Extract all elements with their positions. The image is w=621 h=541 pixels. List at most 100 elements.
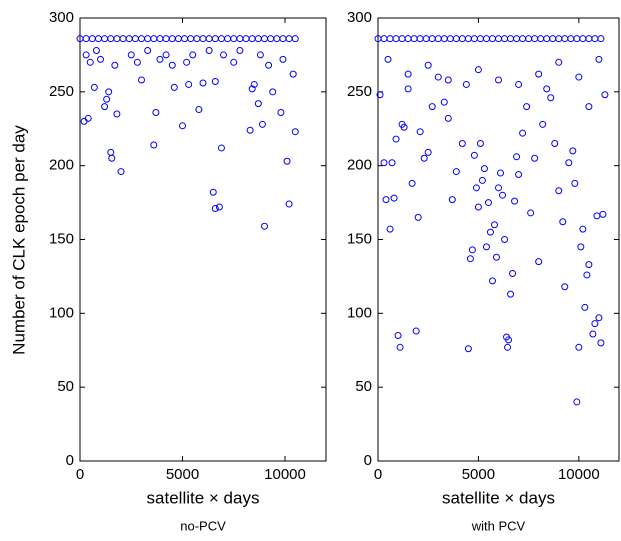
point <box>519 129 527 137</box>
point <box>217 144 225 152</box>
point <box>189 51 197 59</box>
point <box>261 222 268 230</box>
point <box>466 255 474 263</box>
point <box>382 196 390 204</box>
point <box>279 55 287 63</box>
point <box>511 197 519 205</box>
point <box>515 171 523 179</box>
x-axis-label: satellite × days <box>442 488 555 507</box>
point <box>111 61 119 69</box>
point <box>199 79 207 87</box>
point <box>591 320 599 328</box>
y-tick-label: 50 <box>57 378 74 395</box>
point <box>394 331 402 339</box>
point <box>285 200 293 208</box>
point <box>555 58 563 66</box>
x-tick-label: 0 <box>76 466 84 483</box>
point <box>597 339 605 347</box>
y-tick-label: 150 <box>347 230 372 247</box>
point <box>82 51 90 59</box>
point <box>416 128 424 136</box>
point <box>474 66 482 74</box>
caption: with PCV <box>471 518 526 533</box>
point <box>376 91 384 99</box>
plot-area <box>377 17 620 462</box>
point <box>448 196 456 204</box>
point <box>583 271 591 279</box>
point <box>595 314 603 322</box>
point <box>468 246 476 254</box>
point <box>458 140 466 148</box>
point <box>492 253 500 261</box>
y-tick-label: 0 <box>66 452 74 469</box>
point <box>497 169 505 177</box>
point <box>84 114 92 122</box>
point <box>133 58 141 66</box>
point <box>195 106 203 114</box>
point <box>575 73 583 81</box>
point <box>535 258 543 266</box>
point <box>569 147 577 155</box>
point <box>424 148 432 156</box>
point <box>108 154 116 162</box>
y-tick-label: 300 <box>347 9 372 26</box>
point <box>597 35 605 43</box>
point <box>265 61 273 69</box>
point <box>256 51 264 59</box>
point <box>183 58 191 66</box>
plot-area <box>79 17 327 462</box>
point <box>117 168 125 176</box>
point <box>289 70 297 78</box>
point <box>185 80 193 88</box>
y-tick-label: 250 <box>347 83 372 100</box>
point <box>474 203 482 211</box>
x-tick-label: 5000 <box>462 466 495 483</box>
point <box>579 225 587 233</box>
point <box>168 61 176 69</box>
point <box>388 159 396 167</box>
point <box>476 140 484 148</box>
point <box>105 88 113 96</box>
caption: no-PCV <box>180 518 226 533</box>
x-tick-label: 5000 <box>166 466 199 483</box>
point <box>555 187 563 195</box>
point <box>144 46 152 54</box>
point <box>573 398 581 406</box>
point <box>601 91 609 99</box>
point <box>504 343 512 351</box>
point <box>539 120 547 128</box>
point <box>162 51 170 59</box>
point <box>220 51 227 59</box>
point <box>179 122 186 130</box>
y-tick-label: 100 <box>49 304 74 321</box>
point <box>236 46 244 54</box>
point <box>462 80 470 88</box>
point <box>440 98 448 106</box>
y-tick-label: 200 <box>49 157 74 174</box>
point <box>90 83 98 91</box>
point <box>404 70 412 78</box>
point <box>585 103 593 111</box>
point <box>215 203 223 211</box>
point <box>523 103 531 111</box>
point <box>561 283 569 291</box>
point <box>482 243 490 251</box>
x-axis-label: satellite × days <box>147 488 260 507</box>
point <box>384 55 392 63</box>
point <box>390 194 398 202</box>
point <box>507 290 515 298</box>
point <box>470 151 478 159</box>
point <box>599 210 607 218</box>
point <box>509 269 517 277</box>
point <box>478 176 486 184</box>
point <box>404 85 412 93</box>
y-tick-label: 0 <box>364 452 372 469</box>
point <box>472 184 480 192</box>
y-tick-label: 50 <box>355 378 372 395</box>
point <box>283 157 291 165</box>
point <box>230 58 238 66</box>
point <box>424 61 432 69</box>
point <box>277 109 285 117</box>
point <box>420 154 428 162</box>
y-tick-label: 250 <box>49 83 74 100</box>
